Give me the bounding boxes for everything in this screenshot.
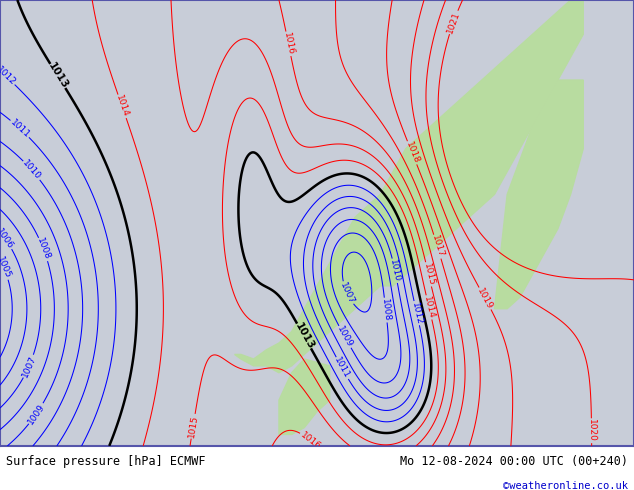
Text: ©weatheronline.co.uk: ©weatheronline.co.uk: [503, 481, 628, 490]
Text: 1016: 1016: [281, 32, 295, 56]
Polygon shape: [235, 0, 583, 373]
Text: 1012: 1012: [0, 65, 17, 87]
Text: 1010: 1010: [388, 259, 402, 283]
Text: 1014: 1014: [422, 295, 436, 319]
Text: 1016: 1016: [299, 430, 322, 451]
Text: 1008: 1008: [36, 237, 52, 262]
Text: 1021: 1021: [445, 10, 462, 35]
Text: 1020: 1020: [587, 419, 596, 442]
Text: 1019: 1019: [476, 286, 495, 311]
Text: 1008: 1008: [380, 298, 391, 322]
Text: 1015: 1015: [422, 262, 436, 287]
Text: 1006: 1006: [0, 226, 15, 250]
Text: 1013: 1013: [46, 61, 70, 91]
Text: 1010: 1010: [21, 159, 42, 182]
Text: Surface pressure [hPa] ECMWF: Surface pressure [hPa] ECMWF: [6, 455, 206, 468]
Text: 1018: 1018: [404, 141, 420, 165]
Text: Mo 12-08-2024 00:00 UTC (00+240): Mo 12-08-2024 00:00 UTC (00+240): [399, 455, 628, 468]
Text: 1017: 1017: [430, 234, 445, 259]
Text: 1012: 1012: [410, 301, 424, 325]
Text: 1014: 1014: [114, 94, 130, 119]
Text: 1007: 1007: [339, 281, 356, 305]
Text: 1011: 1011: [8, 118, 32, 140]
Text: 1009: 1009: [26, 402, 46, 426]
Text: 1015: 1015: [187, 414, 199, 439]
Polygon shape: [279, 359, 330, 435]
Polygon shape: [495, 80, 583, 309]
Text: 1013: 1013: [292, 321, 316, 351]
Text: 1011: 1011: [333, 356, 352, 380]
Text: 1009: 1009: [335, 325, 354, 349]
Text: 1005: 1005: [0, 256, 13, 280]
Text: 1007: 1007: [20, 354, 37, 379]
